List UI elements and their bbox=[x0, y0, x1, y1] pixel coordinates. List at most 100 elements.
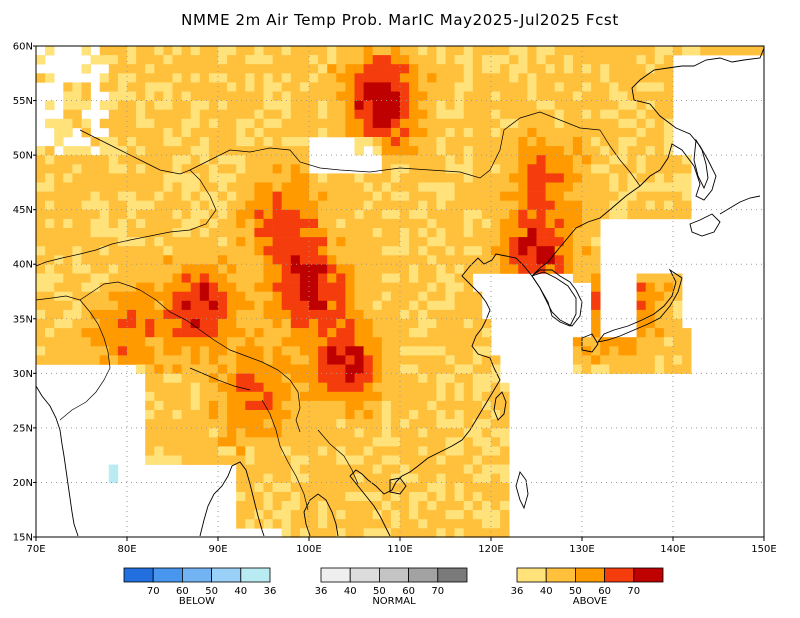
field-cell bbox=[454, 528, 464, 538]
field-cell bbox=[363, 282, 373, 292]
field-cell bbox=[563, 182, 574, 192]
field-cell bbox=[390, 82, 401, 92]
field-cell bbox=[72, 164, 82, 174]
field-cell bbox=[372, 437, 383, 447]
field-cell bbox=[281, 273, 292, 283]
field-cell bbox=[163, 109, 173, 120]
field-cell bbox=[172, 100, 182, 110]
field-cell bbox=[208, 64, 219, 74]
graticule bbox=[36, 46, 764, 537]
field-cell bbox=[45, 246, 55, 256]
field-cell bbox=[418, 191, 428, 201]
field-cell bbox=[163, 100, 173, 110]
field-cell bbox=[263, 146, 273, 156]
field-cell bbox=[636, 109, 646, 120]
field-cell bbox=[163, 182, 173, 192]
field-cell bbox=[472, 118, 483, 129]
field-cell bbox=[218, 373, 228, 383]
field-cell bbox=[381, 228, 392, 238]
field-cell bbox=[72, 109, 82, 120]
field-cell bbox=[45, 200, 55, 211]
field-cell bbox=[509, 255, 519, 265]
field-cell bbox=[127, 246, 137, 256]
field-cell bbox=[163, 200, 173, 211]
field-cell bbox=[427, 200, 437, 211]
field-cell bbox=[236, 419, 246, 429]
field-cell bbox=[709, 46, 719, 56]
field-cell bbox=[163, 300, 173, 311]
field-cell bbox=[199, 419, 210, 429]
field-cell bbox=[281, 501, 292, 511]
field-cell bbox=[163, 382, 173, 393]
field-cell bbox=[281, 300, 292, 311]
field-cell bbox=[463, 400, 474, 411]
field-cell bbox=[563, 164, 574, 174]
field-cell bbox=[500, 109, 510, 120]
field-cell bbox=[208, 300, 219, 311]
field-cell bbox=[500, 246, 510, 256]
field-cell bbox=[154, 91, 164, 101]
field-cell bbox=[463, 191, 474, 201]
field-cell bbox=[354, 446, 364, 456]
field-cell bbox=[36, 291, 46, 302]
legend-category-label: ABOVE bbox=[573, 596, 607, 607]
field-cell bbox=[309, 446, 319, 456]
field-cell bbox=[627, 64, 637, 74]
field-cell bbox=[481, 82, 492, 92]
field-cell bbox=[618, 82, 628, 92]
field-cell bbox=[127, 100, 137, 110]
field-cell bbox=[445, 491, 455, 502]
field-cell bbox=[654, 337, 665, 347]
field-cell bbox=[90, 173, 100, 183]
field-cell bbox=[218, 337, 228, 347]
border-myanmar bbox=[261, 399, 309, 511]
field-cell bbox=[436, 491, 446, 502]
field-cell bbox=[272, 82, 282, 92]
field-cell bbox=[390, 491, 401, 502]
field-cell bbox=[509, 46, 519, 56]
field-cell bbox=[645, 100, 656, 110]
field-cell bbox=[536, 209, 546, 220]
field-cell bbox=[545, 91, 555, 101]
field-cell bbox=[81, 273, 91, 283]
field-cell bbox=[491, 446, 501, 456]
field-cell bbox=[591, 64, 601, 74]
field-cell bbox=[491, 109, 501, 120]
field-cell bbox=[472, 528, 483, 538]
field-cell bbox=[663, 109, 674, 120]
field-cell bbox=[327, 309, 337, 320]
field-cell bbox=[436, 319, 446, 329]
field-cell bbox=[245, 410, 255, 420]
field-cell bbox=[454, 337, 464, 347]
field-cell bbox=[445, 200, 455, 211]
field-cell bbox=[654, 355, 665, 365]
field-cell bbox=[36, 73, 46, 83]
field-cell bbox=[336, 182, 346, 192]
field-cell bbox=[445, 146, 455, 156]
field-cell bbox=[208, 164, 219, 174]
field-cell bbox=[572, 346, 583, 356]
field-cell bbox=[563, 137, 574, 147]
field-cell bbox=[454, 400, 464, 411]
field-cell bbox=[409, 291, 419, 302]
field-cell bbox=[136, 127, 146, 138]
field-cell bbox=[318, 337, 328, 347]
field-cell bbox=[472, 319, 483, 329]
field-cell bbox=[354, 82, 364, 92]
field-cell bbox=[336, 328, 346, 338]
field-cell bbox=[436, 82, 446, 92]
field-cell bbox=[418, 109, 428, 120]
field-cell bbox=[518, 137, 528, 147]
field-cell bbox=[218, 73, 228, 83]
field-cell bbox=[72, 218, 82, 229]
field-cell bbox=[208, 410, 219, 420]
field-cell bbox=[145, 328, 155, 338]
field-cell bbox=[108, 118, 119, 129]
field-cell bbox=[600, 91, 610, 101]
field-cell bbox=[545, 127, 555, 138]
field-cell bbox=[400, 328, 410, 338]
field-cell bbox=[745, 46, 756, 56]
field-cell bbox=[582, 355, 592, 365]
field-cell bbox=[299, 373, 310, 383]
